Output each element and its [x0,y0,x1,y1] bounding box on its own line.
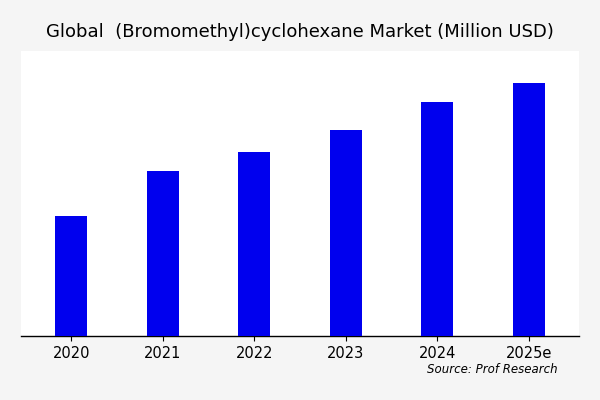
Bar [421,102,453,336]
Text: Source: Prof Research: Source: Prof Research [427,363,558,376]
Bar [512,82,545,336]
Bar [238,152,270,336]
Bar [147,171,179,336]
Bar [55,216,88,336]
Title: Global  (Bromomethyl)cyclohexane Market (Million USD): Global (Bromomethyl)cyclohexane Market (… [46,23,554,41]
Bar [330,130,362,336]
